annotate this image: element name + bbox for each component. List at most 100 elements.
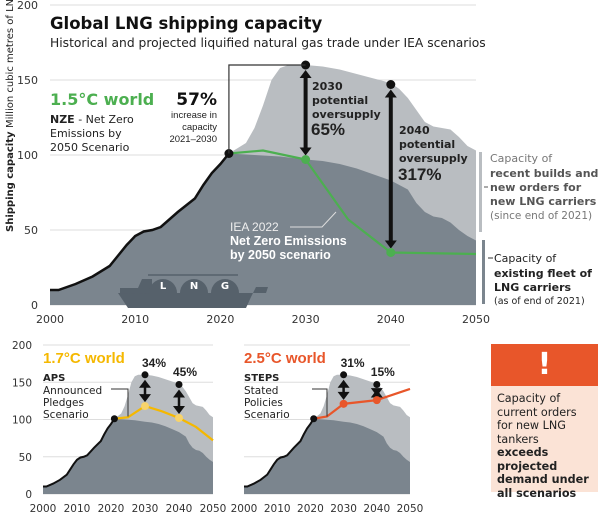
- x-tick-label: 2040: [377, 313, 405, 326]
- y-axis-label-unit: Million cubic metres of LNG: [5, 0, 16, 128]
- increase-label: 2021–2030: [169, 134, 217, 145]
- scenario-desc: Announced: [43, 385, 102, 397]
- x-tick-label: 2000: [36, 313, 64, 326]
- chart2-scenario-dot-2030: [339, 399, 348, 408]
- chart1-historical-line: [43, 418, 116, 488]
- line-label-connector: [290, 211, 337, 228]
- legend-existing: existing fleet of: [494, 267, 592, 280]
- chart0-capacity-dot-2040: [386, 80, 396, 89]
- x-tick-label: 2040: [166, 503, 193, 515]
- alert-callout: ! Capacity of current orders for new LNG…: [491, 344, 598, 500]
- scenario-desc-2: Emissions by: [50, 127, 122, 140]
- chart0-scenario-dot-2030: [301, 155, 311, 164]
- scenario-abbr: STEPS: [244, 373, 279, 384]
- chart2-arrow-head-down: [337, 391, 350, 400]
- legend-bar-new: [479, 152, 482, 232]
- oversupply-2030-label: 2030: [312, 80, 343, 93]
- y-tick-label: 50: [24, 224, 38, 237]
- scenario-title: 2.5°C world: [244, 350, 326, 367]
- oversupply-2040-pct: 15%: [371, 365, 395, 379]
- exclamation-icon: !: [491, 344, 598, 386]
- chart0-existing-fleet-area: [50, 153, 476, 305]
- chart1-dot-2021: [110, 415, 118, 423]
- ship-hull: [118, 287, 268, 308]
- y-tick-label: 0: [25, 489, 32, 501]
- increase-bracket: [228, 64, 306, 154]
- scenario-title: 1.5°C world: [50, 90, 154, 109]
- chart2-capacity-dot-2030: [340, 371, 348, 379]
- scenario-desc: Scenario: [244, 409, 290, 421]
- x-tick-label: 2010: [64, 503, 91, 515]
- increase-label: increase in: [171, 110, 217, 121]
- chart-subtitle: Historical and projected liquified natur…: [50, 36, 486, 50]
- chart0-arrow-head-up: [384, 89, 397, 98]
- chart2-scenario-dot-2040: [372, 396, 381, 405]
- chart2-arrow-head-up: [337, 379, 350, 388]
- oversupply-2040-label: potential: [399, 138, 455, 151]
- scenario-desc: NZE - Net Zero: [50, 113, 134, 126]
- x-tick-label: 2000: [231, 503, 258, 515]
- chart2-arrow-head-down: [370, 388, 383, 397]
- chart1-arrow-head-up: [139, 379, 151, 388]
- y-tick-label: 100: [12, 415, 32, 427]
- legend-new: (since end of 2021): [490, 210, 592, 222]
- x-tick-label: 2030: [132, 503, 159, 515]
- chart0-arrow-head-up: [299, 70, 312, 78]
- line-label-3: by 2050 scenario: [230, 248, 331, 262]
- oversupply-2030-pct: 34%: [142, 356, 166, 370]
- scenario-abbr: NZE: [50, 113, 75, 126]
- chart0-historical-line: [50, 152, 230, 292]
- legend-existing: (as of end of 2021): [494, 296, 585, 307]
- ship-tank: [180, 279, 208, 293]
- alert-text: Capacity of current orders for new LNG t…: [497, 392, 589, 500]
- oversupply-2030-pct: 31%: [341, 356, 365, 370]
- chart1-capacity-dot-2030: [141, 371, 149, 379]
- x-tick-label: 2020: [206, 313, 234, 326]
- x-tick-label: 2040: [363, 503, 390, 515]
- y-tick-label: 0: [31, 299, 38, 312]
- chart0-arrow-head-down: [384, 240, 397, 249]
- ship-tank: [149, 279, 177, 293]
- legend-new: Capacity of: [490, 152, 553, 165]
- chart0-scenario-line: [228, 149, 477, 256]
- chart2-existing-fleet-area: [244, 418, 410, 494]
- chart0-arrow-head-down: [299, 147, 312, 156]
- legend-bar-existing: [482, 240, 485, 304]
- chart1-arrow-head-down: [173, 406, 185, 415]
- legend-existing: LNG carriers: [494, 281, 572, 294]
- scenario-desc: Pledges: [43, 397, 84, 409]
- legend-new: new LNG carriers: [490, 195, 597, 208]
- scenario-desc: Stated: [244, 385, 278, 397]
- scenario-abbr: APS: [43, 373, 65, 384]
- x-tick-label: 2020: [297, 503, 324, 515]
- chart1-scenario-dot-2040: [175, 414, 183, 423]
- chart1-callout-line: [111, 388, 129, 417]
- y-tick-label: 200: [12, 340, 32, 352]
- chart2-historical-line: [244, 418, 315, 488]
- line-label-1: IEA 2022: [230, 220, 279, 234]
- ship-tank: [211, 279, 239, 293]
- oversupply-2040-label: oversupply: [399, 152, 468, 165]
- oversupply-2040-pct: 45%: [173, 365, 197, 379]
- legend-new: recent builds and: [490, 167, 598, 180]
- x-tick-label: 2010: [264, 503, 291, 515]
- chart1-arrow-head-up: [173, 389, 185, 398]
- y-tick-label: 200: [17, 0, 38, 12]
- oversupply-2040-pct: 317%: [398, 165, 441, 184]
- chart2-capacity-dot-2040: [373, 380, 381, 388]
- x-tick-label: 2010: [121, 313, 149, 326]
- scenario-desc: Policies: [244, 397, 283, 409]
- y-axis-label-bold: Shipping capacity: [5, 128, 16, 232]
- x-tick-label: 2030: [330, 503, 357, 515]
- chart1-scenario-line: [114, 404, 214, 442]
- chart1-scenario-dot-2030: [141, 402, 149, 411]
- chart2-dot-2021: [310, 415, 318, 423]
- y-axis-label: Shipping capacity Million cubic metres o…: [5, 0, 16, 232]
- scenario-desc-3: 2050 Scenario: [50, 141, 130, 154]
- x-tick-label: 2030: [292, 313, 320, 326]
- ship-letter: L: [160, 281, 167, 292]
- oversupply-2030-pct: 65%: [311, 120, 345, 139]
- oversupply-2030-label: potential: [312, 94, 368, 107]
